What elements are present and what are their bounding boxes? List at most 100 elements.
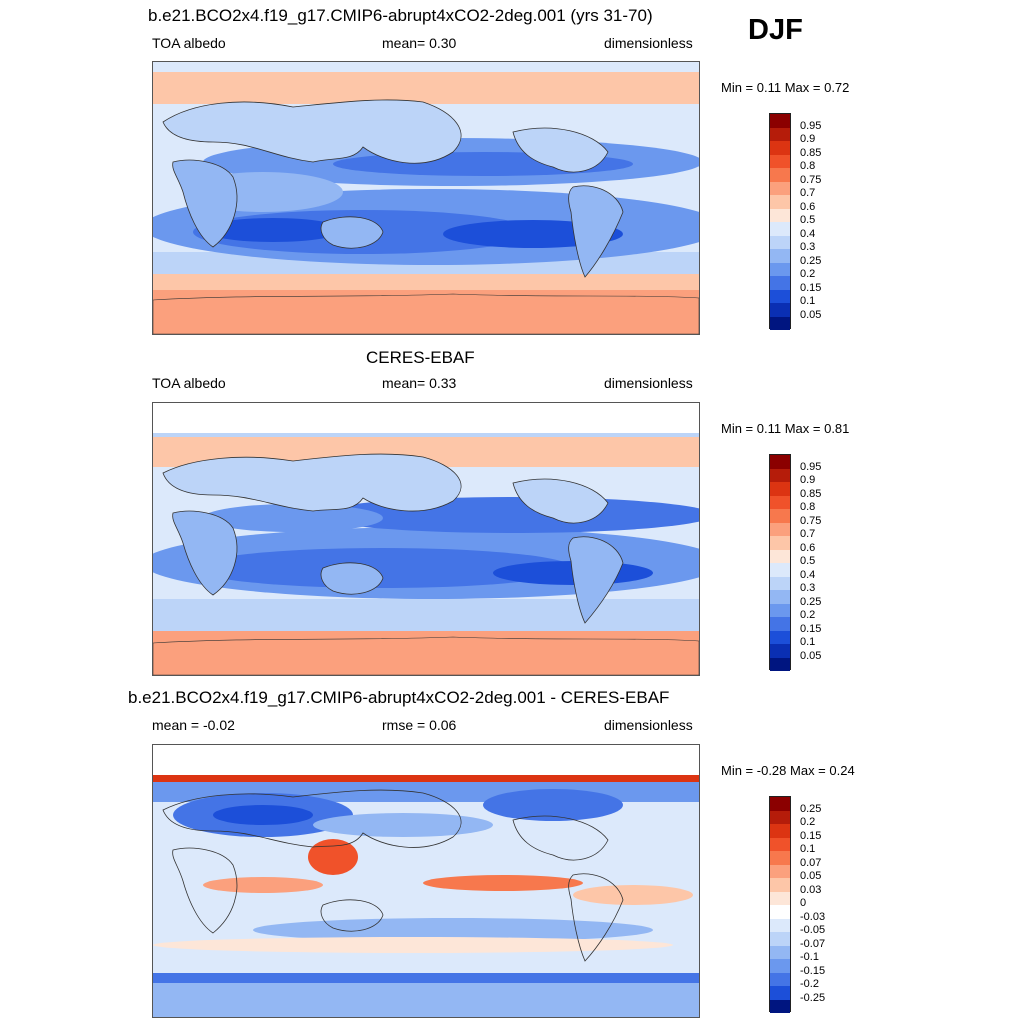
panel1-colorbar [769,113,791,330]
colorbar-tick-label: -0.15 [800,964,826,977]
colorbar-swatch [770,114,790,128]
colorbar-swatch [770,644,790,658]
colorbar-tick-label: 0.2 [800,816,816,828]
colorbar-tick-label: 0.75 [800,514,822,527]
colorbar-tick-label: 0.15 [800,829,822,842]
panel3-colorbar [769,796,791,1013]
panel1-minmax: Min = 0.11 Max = 0.72 [721,80,850,95]
colorbar-tick-label: 0.75 [800,173,822,186]
colorbar-tick-label: 0.25 [800,802,822,815]
colorbar-tick-label: 0.1 [800,843,816,855]
colorbar-swatch [770,222,790,236]
colorbar-swatch [770,141,790,155]
colorbar-swatch [770,959,790,973]
colorbar-swatch [770,999,790,1013]
colorbar-swatch [770,522,790,536]
panel3-mean-label: mean = -0.02 [152,717,235,733]
colorbar-tick-label: 0.8 [800,501,816,513]
panel3-rmse-label: rmse = 0.06 [382,717,457,733]
colorbar-tick-label: 0.3 [800,582,816,594]
colorbar-swatch [770,590,790,604]
colorbar-swatch [770,549,790,563]
colorbar-swatch [770,603,790,617]
season-label: DJF [748,14,803,46]
panel3-units-label: dimensionless [604,717,693,733]
panel3-title: b.e21.BCO2x4.f19_g17.CMIP6-abrupt4xCO2-2… [128,688,670,707]
colorbar-tick-label: 0.03 [800,883,822,896]
panel2-units-label: dimensionless [604,375,693,391]
panel1-title: b.e21.BCO2x4.f19_g17.CMIP6-abrupt4xCO2-2… [148,6,653,25]
colorbar-tick-label: 0.6 [800,541,816,554]
colorbar-swatch [770,195,790,209]
colorbar-tick-label: 0 [800,897,807,909]
colorbar-swatch [770,864,790,878]
colorbar-swatch [770,891,790,905]
colorbar-tick-label: 0.4 [800,227,816,240]
colorbar-tick-label: 0.05 [800,308,822,321]
colorbar-tick-label: -0.25 [800,991,826,1004]
colorbar-tick-label: 0.9 [800,474,816,486]
colorbar-swatch [770,824,790,838]
colorbar-swatch [770,878,790,892]
colorbar-tick-label: 0.25 [800,595,822,608]
panel2-variable-label: TOA albedo [152,375,226,391]
colorbar-swatch [770,455,790,469]
colorbar-swatch [770,932,790,946]
colorbar-tick-label: -0.2 [800,978,819,990]
colorbar-swatch [770,316,790,330]
panel1-map [152,61,700,335]
colorbar-swatch [770,617,790,631]
colorbar-tick-label: 0.85 [800,487,822,500]
colorbar-swatch [770,468,790,482]
panel2-map [152,402,700,676]
colorbar-tick-label: 0.85 [800,146,822,159]
colorbar-swatch [770,509,790,523]
panel2-title: CERES-EBAF [366,348,475,367]
colorbar-tick-label: 0.3 [800,241,816,253]
colorbar-swatch [770,262,790,276]
colorbar-tick-label: -0.05 [800,924,826,936]
panel1-units-label: dimensionless [604,35,693,51]
colorbar-tick-label: 0.15 [800,622,822,635]
colorbar-tick-label: 0.25 [800,254,822,267]
colorbar-swatch [770,181,790,195]
colorbar-tick-label: -0.03 [800,910,826,923]
colorbar-swatch [770,289,790,303]
colorbar-swatch [770,276,790,290]
colorbar-swatch [770,536,790,550]
colorbar-swatch [770,168,790,182]
panel1-variable-label: TOA albedo [152,35,226,51]
colorbar-swatch [770,837,790,851]
colorbar-swatch [770,208,790,222]
panel2-minmax: Min = 0.11 Max = 0.81 [721,421,850,436]
colorbar-swatch [770,918,790,932]
colorbar-tick-label: 0.7 [800,187,816,199]
colorbar-tick-label: 0.05 [800,649,822,662]
colorbar-swatch [770,495,790,509]
colorbar-swatch [770,905,790,919]
colorbar-swatch [770,482,790,496]
colorbar-swatch [770,154,790,168]
colorbar-tick-label: 0.5 [800,214,816,226]
panel3-minmax: Min = -0.28 Max = 0.24 [721,763,855,778]
colorbar-tick-label: 0.2 [800,268,816,280]
colorbar-tick-label: 0.07 [800,856,822,869]
colorbar-swatch [770,563,790,577]
colorbar-tick-label: 0.6 [800,200,816,213]
colorbar-tick-label: 0.05 [800,870,822,882]
colorbar-tick-label: -0.1 [800,951,819,963]
colorbar-swatch [770,303,790,317]
colorbar-tick-label: 0.15 [800,281,822,294]
colorbar-swatch [770,235,790,249]
colorbar-swatch [770,851,790,865]
colorbar-swatch [770,797,790,811]
colorbar-tick-label: 0.1 [800,636,816,648]
colorbar-tick-label: 0.8 [800,160,816,172]
colorbar-tick-label: 0.1 [800,295,816,307]
colorbar-tick-label: 0.5 [800,555,816,567]
colorbar-tick-label: 0.95 [800,119,822,132]
panel2-colorbar [769,454,791,671]
colorbar-tick-label: 0.7 [800,528,816,540]
colorbar-tick-label: 0.2 [800,609,816,621]
panel2-mean-label: mean= 0.33 [382,375,457,391]
